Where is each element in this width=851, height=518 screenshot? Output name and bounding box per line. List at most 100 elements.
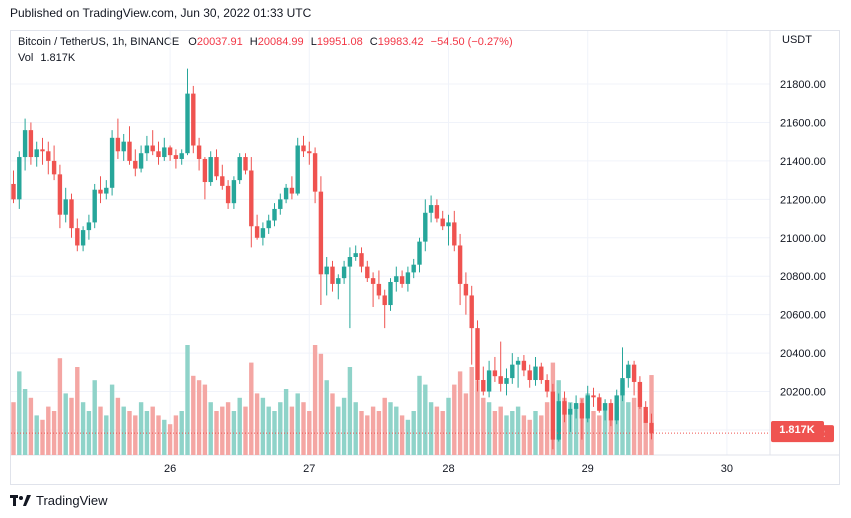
volume-bar: [127, 411, 132, 455]
candle-body: [440, 218, 445, 227]
volume-bar: [86, 411, 92, 455]
y-tick-label: 20200.00: [780, 387, 826, 399]
volume-bar: [434, 406, 440, 455]
candle-body: [34, 149, 39, 158]
volume-value: 1.817K: [40, 52, 76, 64]
volume-bar: [133, 415, 138, 455]
volume-bar: [353, 402, 358, 455]
volume-bar: [585, 393, 590, 455]
candle-body: [556, 401, 561, 440]
volume-bar: [260, 397, 266, 455]
volume-bar: [405, 419, 411, 455]
volume-bar: [504, 415, 509, 455]
volume-bar: [312, 345, 318, 455]
footer-brand: TradingView: [10, 493, 108, 508]
volume-bar: [272, 411, 277, 455]
candle-body: [504, 378, 509, 384]
volume-bar: [417, 375, 422, 455]
candle-body: [446, 222, 451, 227]
volume-bar: [295, 393, 300, 455]
volume-bar: [440, 411, 445, 455]
volume-bar: [156, 415, 161, 455]
volume-bar: [481, 397, 486, 455]
volume-bar: [324, 380, 329, 455]
candle-body: [585, 395, 590, 419]
candle-body: [75, 228, 80, 246]
volume-bar: [17, 371, 22, 455]
volume-bar: [330, 393, 335, 455]
candle-body: [185, 93, 190, 154]
volume-bar: [620, 380, 625, 455]
y-tick-label: 20400.00: [780, 348, 826, 360]
candle-body: [109, 137, 115, 188]
candle-body: [243, 157, 248, 171]
volume-bar: [631, 397, 637, 455]
candle-body: [620, 378, 625, 396]
volume-bar: [28, 397, 34, 455]
candle-body: [573, 403, 579, 409]
y-tick-label: 21600.00: [780, 117, 826, 129]
candle-body: [614, 395, 619, 421]
volume-bar: [278, 402, 283, 455]
volume-bar: [347, 367, 353, 455]
volume-bar: [463, 393, 469, 455]
candle-body: [150, 145, 155, 152]
candle-body: [104, 187, 109, 194]
candle-body: [127, 141, 132, 161]
candle-body: [597, 397, 602, 411]
symbol-name[interactable]: Bitcoin / TetherUS, 1h, BINANCE: [18, 36, 180, 48]
volume-bar: [452, 384, 457, 455]
candle-body: [481, 380, 486, 392]
volume-bar: [225, 402, 231, 455]
volume-bar: [11, 402, 16, 455]
candle-body: [196, 145, 202, 159]
volume-bar: [597, 415, 602, 455]
candle-body: [527, 370, 532, 381]
volume-bar: [214, 411, 219, 455]
volume-bar: [185, 345, 190, 455]
volume-legend: Vol 1.817K: [18, 52, 75, 64]
volume-bar: [382, 397, 387, 455]
volume-bar: [370, 406, 376, 455]
candle-body: [515, 360, 521, 365]
candle-body: [423, 212, 428, 242]
candle-body: [428, 205, 434, 213]
volume-bar: [196, 380, 202, 455]
y-tick-label: 21800.00: [780, 79, 826, 91]
candle-body: [359, 253, 364, 267]
candle-body: [63, 199, 68, 215]
candle-body: [40, 149, 45, 152]
candle-body: [17, 157, 22, 200]
volume-bar: [40, 419, 45, 455]
candle-body: [417, 241, 422, 265]
volume-bar: [388, 402, 393, 455]
volume-bar: [498, 406, 503, 455]
y-tick-label: 21400.00: [780, 156, 826, 168]
symbol-legend: Bitcoin / TetherUS, 1h, BINANCE O20037.9…: [18, 36, 513, 48]
candle-body: [208, 157, 213, 183]
volume-bar: [475, 380, 480, 455]
volume-label[interactable]: Vol: [18, 52, 34, 64]
candle-body: [225, 185, 231, 204]
candle-body: [324, 266, 329, 275]
volume-bar: [179, 411, 184, 455]
candle-body: [202, 158, 208, 183]
volume-bar: [69, 397, 74, 455]
brand-name: TradingView: [36, 493, 108, 508]
volume-bar: [521, 415, 527, 455]
candle-body: [289, 187, 295, 194]
volume-bar: [376, 411, 382, 455]
candle-body: [11, 183, 16, 200]
volume-bar: [301, 402, 306, 455]
volume-bar: [399, 415, 405, 455]
volume-bar: [191, 375, 196, 455]
candle-body: [486, 370, 492, 392]
candle-body: [167, 147, 173, 156]
currency-label[interactable]: USDT: [782, 34, 812, 46]
candle-body: [376, 283, 382, 296]
candle-body: [388, 281, 393, 306]
volume-bar: [283, 389, 289, 455]
candle-body: [452, 222, 457, 246]
chart-frame[interactable]: [10, 30, 840, 485]
